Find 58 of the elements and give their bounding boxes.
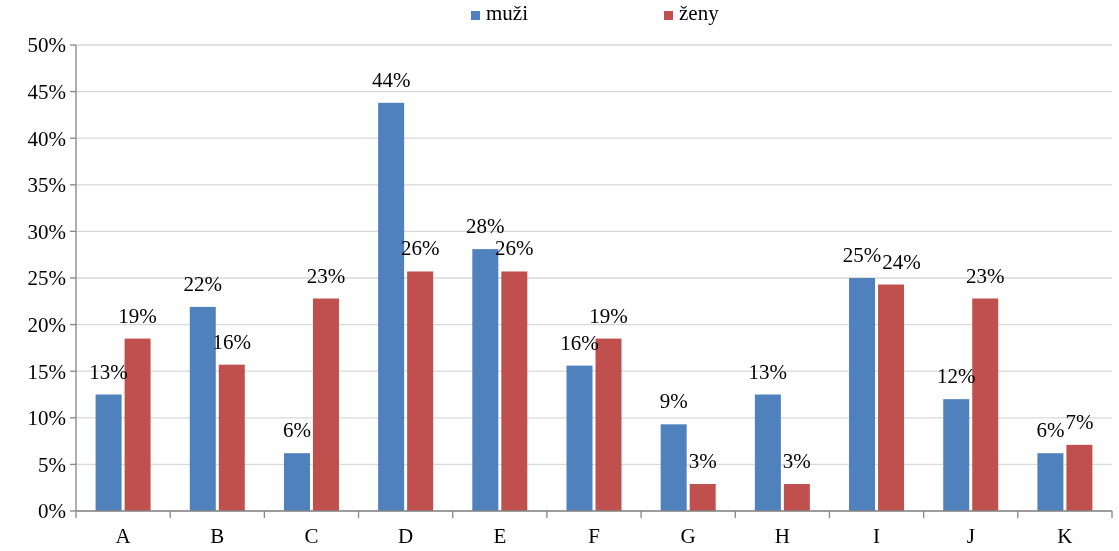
y-tick-label: 20% bbox=[27, 312, 66, 337]
bar bbox=[1037, 453, 1064, 511]
y-tick-label: 15% bbox=[27, 359, 66, 384]
bar bbox=[95, 394, 122, 511]
data-label: 9% bbox=[659, 389, 688, 414]
data-label: 25% bbox=[842, 243, 882, 267]
x-tick-label: I bbox=[873, 524, 881, 548]
bar bbox=[943, 399, 970, 511]
data-label: 19% bbox=[589, 303, 628, 328]
legend-label: muži bbox=[486, 1, 529, 25]
y-tick-label: 40% bbox=[27, 126, 66, 151]
bar bbox=[501, 271, 528, 511]
data-label: 26% bbox=[495, 236, 534, 261]
y-tick-label: 35% bbox=[27, 173, 66, 198]
bar bbox=[783, 483, 810, 511]
bar bbox=[689, 483, 716, 511]
bar bbox=[849, 278, 876, 511]
y-tick-label: 45% bbox=[27, 79, 66, 104]
x-tick-label: K bbox=[1057, 524, 1073, 548]
y-tick-label: 5% bbox=[38, 452, 66, 477]
data-label: 6% bbox=[1036, 418, 1065, 443]
data-label: 19% bbox=[118, 303, 157, 328]
data-label: 24% bbox=[882, 249, 921, 274]
x-tick-label: G bbox=[680, 524, 696, 548]
bar bbox=[189, 306, 216, 511]
bar bbox=[1066, 444, 1093, 511]
bar bbox=[312, 298, 339, 511]
bar bbox=[407, 271, 434, 511]
bar bbox=[660, 424, 687, 511]
x-tick-label: F bbox=[588, 524, 600, 548]
data-label: 28% bbox=[466, 214, 505, 239]
x-tick-label: C bbox=[304, 524, 319, 548]
data-label: 44% bbox=[371, 67, 411, 92]
x-tick-label: J bbox=[966, 524, 975, 548]
bar bbox=[218, 364, 245, 511]
x-tick-label: D bbox=[398, 524, 414, 548]
x-tick-label: H bbox=[774, 524, 790, 548]
y-tick-label: 50% bbox=[27, 33, 66, 58]
x-tick-label: A bbox=[115, 524, 132, 548]
bar bbox=[754, 394, 781, 511]
bar bbox=[878, 284, 905, 511]
data-label: 3% bbox=[688, 448, 717, 473]
data-label: 23% bbox=[306, 263, 346, 288]
legend-label: ženy bbox=[679, 1, 720, 25]
bar bbox=[566, 365, 593, 511]
y-tick-label: 0% bbox=[38, 499, 66, 524]
data-label: 7% bbox=[1065, 409, 1094, 434]
data-label: 13% bbox=[748, 359, 788, 384]
y-tick-label: 10% bbox=[27, 406, 66, 431]
x-tick-label: E bbox=[493, 524, 507, 548]
y-tick-label: 30% bbox=[27, 219, 66, 244]
bar bbox=[283, 453, 310, 511]
y-tick-label: 25% bbox=[27, 266, 66, 291]
data-label: 23% bbox=[965, 263, 1005, 288]
x-tick-label: B bbox=[210, 524, 225, 548]
data-label: 6% bbox=[282, 418, 311, 443]
data-label: 3% bbox=[782, 448, 811, 473]
data-label: 22% bbox=[183, 271, 223, 296]
